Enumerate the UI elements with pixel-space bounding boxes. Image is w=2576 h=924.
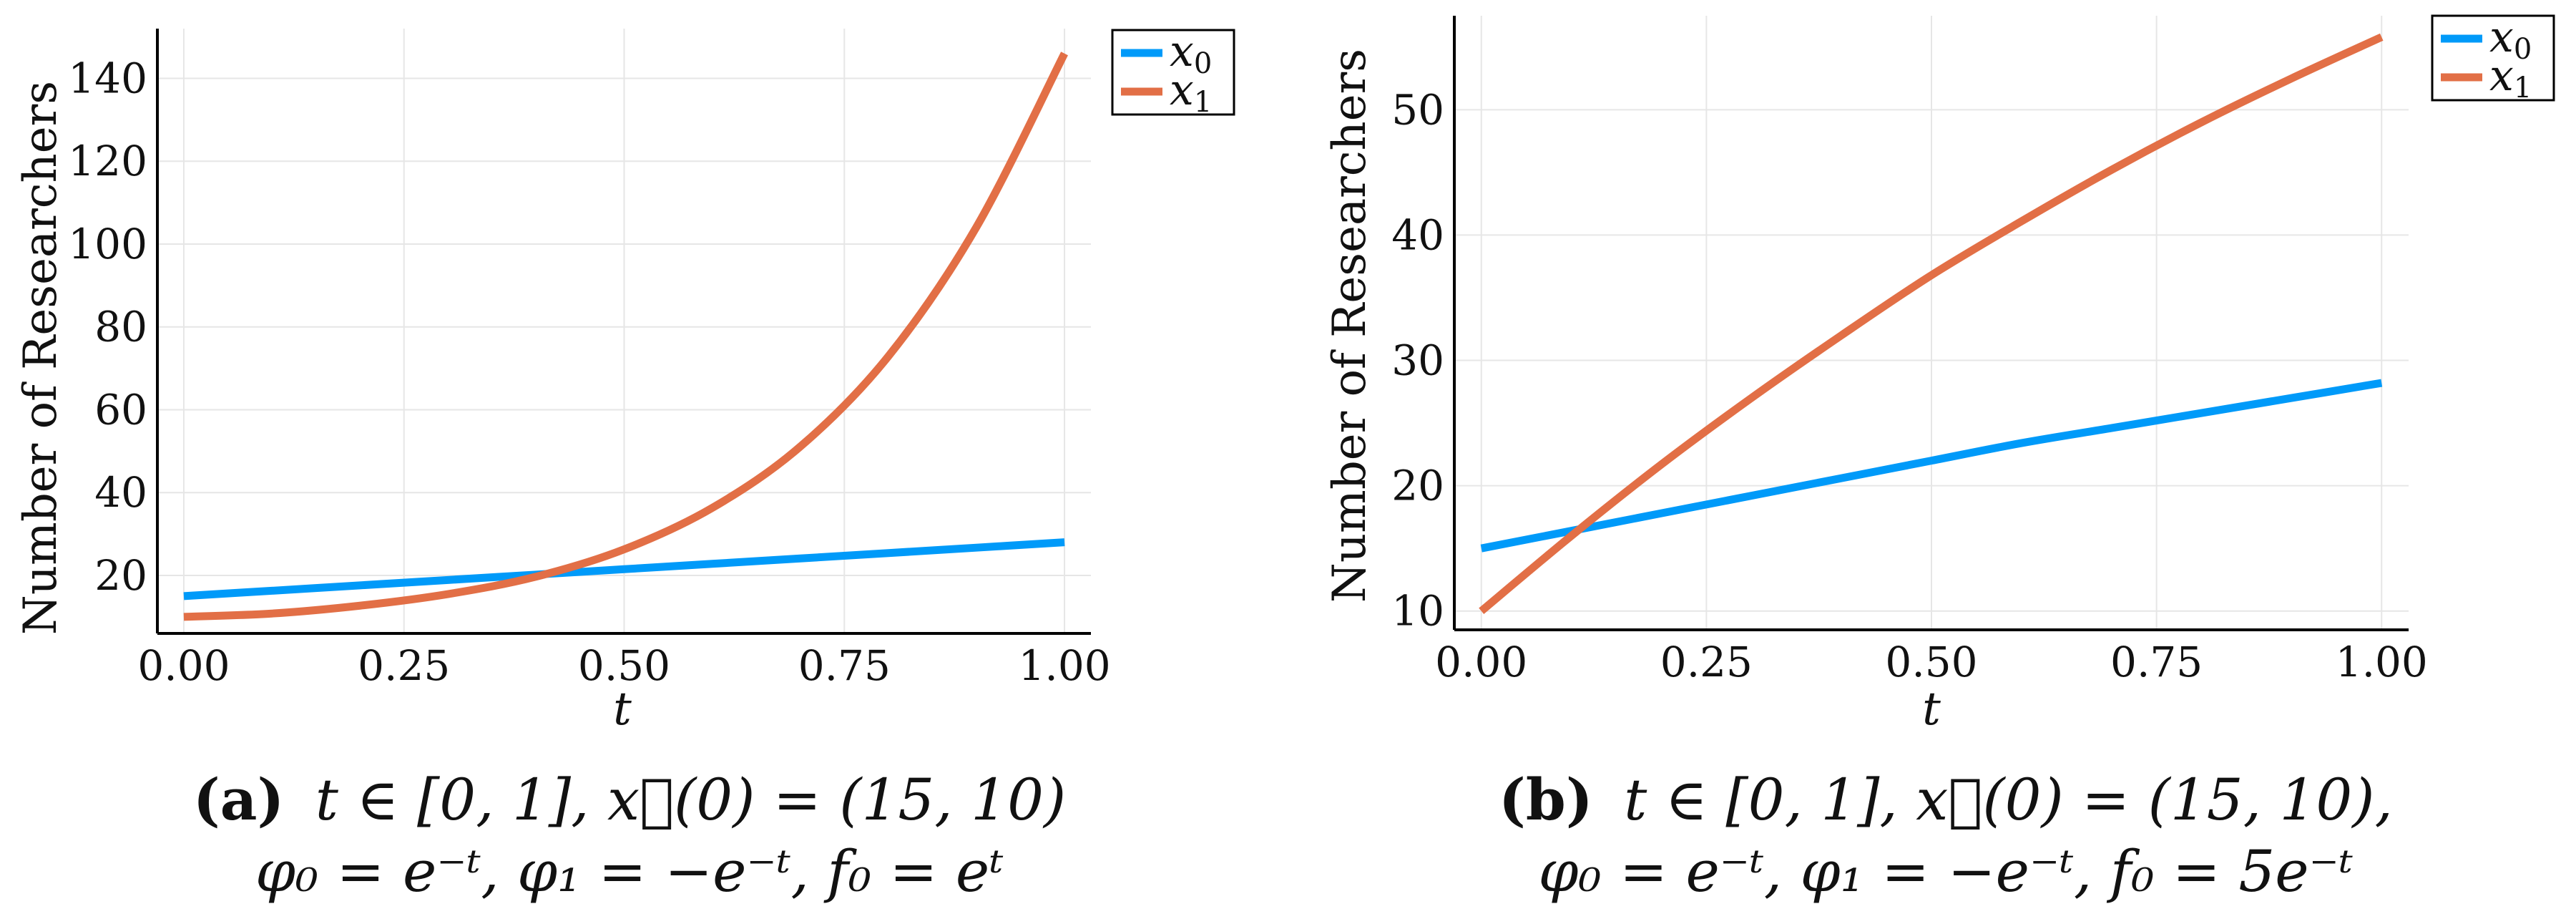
y-tick-label: 40: [1391, 210, 1444, 259]
y-tick-label: 100: [68, 220, 147, 268]
y-axis-label: Number of Researchers: [14, 81, 67, 635]
legend-box: [1111, 29, 1235, 116]
y-tick-label: 40: [94, 468, 147, 517]
x-tick-label: 1.00: [2336, 638, 2428, 686]
legend-box: [2431, 14, 2555, 102]
y-tick-label: 80: [94, 303, 147, 351]
grid-lines: [1454, 16, 2409, 630]
legend-label-x0: x0: [2489, 12, 2532, 66]
y-tick-label: 120: [68, 137, 147, 185]
x-tick-label: 0.50: [1885, 638, 1977, 686]
legend-label-x1: x1: [2489, 51, 2532, 104]
y-tick-label: 140: [68, 54, 147, 102]
series-line-x0: [183, 538, 1065, 600]
x-tick-label: 0.00: [1435, 638, 1527, 686]
y-tick-label: 30: [1391, 336, 1444, 385]
x-tick-label: 0.00: [137, 641, 230, 690]
caption-line-2: φ₀ = e⁻ᵗ, φ₁ = −e⁻ᵗ, f₀ = 5e⁻ᵗ: [1538, 838, 2353, 905]
series-group: [1479, 33, 2384, 614]
caption-label: (b): [1499, 766, 1593, 833]
caption-condition: t ∈ [0, 1], x⃗(0) = (15, 10),: [1624, 767, 2393, 833]
y-tick-label: 20: [1391, 462, 1444, 510]
legend-label-x0: x0: [1170, 26, 1212, 80]
y-tick-label: 20: [94, 551, 147, 600]
chart-panel-b: 0.00 0.25 0.50 0.75 1.00 10 20 30 40 50 t Number …: [1323, 12, 2555, 905]
caption-line-1: (b) t ∈ [0, 1], x⃗(0) = (15, 10),: [1499, 766, 2393, 833]
axes: [156, 29, 1091, 635]
caption-line-2: φ₀ = e⁻ᵗ, φ₁ = −e⁻ᵗ, f₀ = eᵗ: [255, 838, 1004, 905]
caption-condition: t ∈ [0, 1], x⃗(0) = (15, 10): [315, 767, 1066, 833]
x-tick-label: 0.75: [2110, 638, 2203, 686]
series-group: [183, 52, 1068, 621]
tick-labels: 0.00 0.25 0.50 0.75 1.00 10 20 30 40 50: [1391, 85, 2428, 686]
legend-label-x1: x1: [1170, 65, 1212, 119]
y-tick-label: 50: [1391, 85, 1444, 134]
series-line-x0: [1480, 379, 2383, 553]
x-axis-label: t: [1922, 683, 1941, 736]
x-axis-label: t: [613, 683, 632, 736]
grid-lines: [157, 29, 1091, 633]
y-tick-label: 60: [94, 385, 147, 434]
y-axis-label: Number of Researchers: [1323, 49, 1376, 603]
series-line-x1: [1479, 33, 2384, 614]
axes: [1453, 16, 2409, 631]
x-tick-label: 0.25: [1660, 638, 1753, 686]
x-tick-label: 0.75: [798, 641, 891, 690]
chart-panel-a: 0.00 0.25 0.50 0.75 1.00 20 40 60 80 100 120 140 t …: [14, 26, 1235, 905]
caption-line-1: (a) t ∈ [0, 1], x⃗(0) = (15, 10): [193, 766, 1066, 833]
y-tick-label: 10: [1391, 587, 1444, 636]
x-tick-label: 0.25: [358, 641, 450, 690]
x-tick-label: 0.50: [578, 641, 670, 690]
series-line-x1: [183, 52, 1068, 621]
x-tick-label: 1.00: [1018, 641, 1110, 690]
caption-label: (a): [193, 766, 285, 833]
tick-labels: 0.00 0.25 0.50 0.75 1.00 20 40 60 80 100 120 140: [68, 54, 1110, 690]
